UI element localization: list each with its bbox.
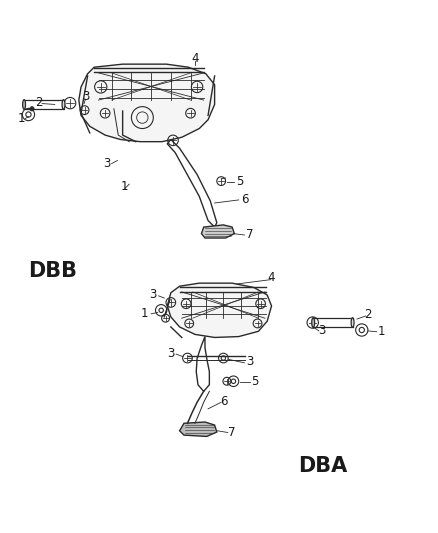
Text: 4: 4 [267, 271, 275, 284]
Text: 7: 7 [246, 229, 254, 241]
Text: 1: 1 [377, 325, 385, 338]
Text: 1: 1 [121, 180, 129, 193]
Polygon shape [167, 283, 272, 337]
Text: 3: 3 [246, 356, 253, 368]
Text: 5: 5 [251, 375, 258, 387]
Text: 6: 6 [240, 193, 248, 206]
Text: 3: 3 [149, 288, 156, 302]
Text: 4: 4 [191, 52, 199, 65]
Text: 1: 1 [141, 308, 148, 320]
Text: 5: 5 [237, 175, 244, 188]
Text: 6: 6 [219, 395, 227, 408]
Ellipse shape [23, 100, 25, 109]
Text: DBA: DBA [298, 456, 347, 476]
Circle shape [30, 107, 34, 111]
Ellipse shape [62, 100, 65, 109]
Text: 3: 3 [318, 324, 325, 336]
Text: 7: 7 [228, 425, 236, 439]
Text: DBB: DBB [28, 261, 78, 281]
Text: 2: 2 [364, 308, 372, 321]
Polygon shape [180, 422, 217, 437]
Text: 2: 2 [35, 96, 42, 109]
Polygon shape [201, 225, 234, 238]
Text: 3: 3 [104, 157, 111, 170]
Text: 1: 1 [17, 112, 25, 125]
Polygon shape [79, 64, 215, 142]
Ellipse shape [351, 318, 354, 327]
Text: 3: 3 [82, 90, 89, 103]
Ellipse shape [312, 318, 314, 327]
Text: 3: 3 [167, 347, 174, 360]
